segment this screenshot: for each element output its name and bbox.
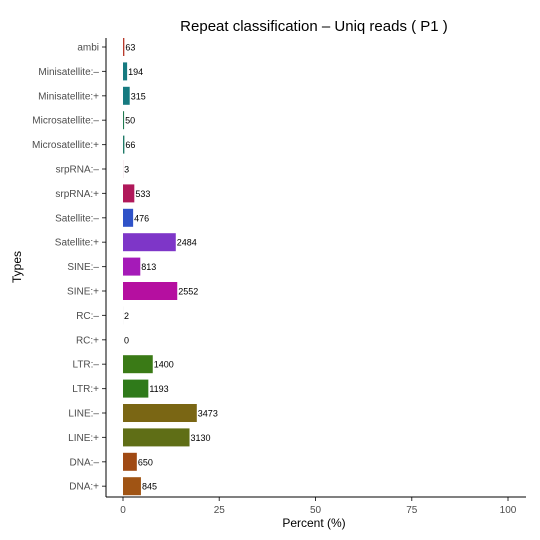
bar-9 [123, 257, 141, 276]
data-label-15: 3473 [198, 409, 218, 419]
data-label-9: 813 [141, 262, 156, 272]
bar-7 [123, 208, 134, 227]
y-tick-label-4: Microsatellite:+ [32, 140, 99, 151]
x-tick-label-4: 100 [500, 505, 517, 516]
data-label-8: 2484 [177, 238, 197, 248]
bar-13 [123, 355, 153, 374]
data-label-3: 50 [125, 116, 135, 126]
data-label-7: 476 [134, 213, 149, 223]
bars-group [123, 38, 197, 496]
bar-2 [123, 86, 130, 105]
y-tick-label-10: SINE:+ [67, 287, 99, 298]
data-label-4: 66 [125, 140, 135, 150]
data-label-17: 650 [138, 457, 153, 467]
y-tick-label-6: srpRNA:+ [55, 189, 99, 200]
chart-title: Repeat classification – Uniq reads ( P1 … [180, 18, 448, 35]
x-tick-label-1: 25 [214, 505, 226, 516]
y-axis-ticks: ambi Minisatellite:– Minisatellite:+ Micros… [32, 43, 106, 493]
data-label-16: 3130 [191, 433, 211, 443]
bar-14 [123, 379, 149, 398]
x-tick-label-3: 75 [406, 505, 418, 516]
bar-1 [123, 62, 128, 81]
y-tick-label-3: Microsatellite:– [32, 116, 99, 127]
data-label-18: 845 [142, 482, 157, 492]
y-axis-title: Types [10, 251, 24, 283]
bar-15 [123, 404, 197, 422]
y-tick-label-7: Satellite:– [55, 213, 99, 224]
y-tick-label-11: RC:– [76, 311, 99, 322]
data-label-2: 315 [131, 91, 146, 101]
data-label-11: 2 [124, 311, 129, 321]
data-label-0: 63 [125, 43, 135, 53]
bar-3 [123, 111, 125, 130]
data-label-10: 2552 [178, 287, 198, 297]
data-label-6: 533 [135, 189, 150, 199]
data-label-1: 194 [128, 67, 143, 77]
bar-6 [123, 184, 135, 203]
y-tick-label-1: Minisatellite:– [38, 67, 99, 78]
bar-16 [123, 428, 190, 447]
y-tick-label-2: Minisatellite:+ [38, 91, 99, 102]
bar-10 [123, 282, 178, 300]
y-tick-label-18: DNA:+ [69, 482, 99, 493]
bar-4 [123, 135, 125, 154]
bar-17 [123, 452, 137, 471]
y-tick-label-15: LINE:– [68, 409, 99, 420]
data-label-14: 1193 [149, 384, 168, 394]
y-tick-label-12: RC:+ [76, 335, 99, 346]
x-tick-label-2: 50 [310, 505, 322, 516]
y-tick-label-8: Satellite:+ [55, 238, 99, 249]
data-label-12: 0 [124, 335, 129, 345]
bar-0 [123, 38, 125, 56]
x-axis-title: Percent (%) [282, 516, 345, 530]
bar-8 [123, 233, 176, 252]
x-tick-label-0: 0 [120, 505, 126, 516]
y-tick-label-9: SINE:– [67, 262, 99, 273]
x-axis-ticks: 0 25 50 75 100 [120, 497, 517, 516]
y-tick-label-16: LINE:+ [68, 433, 99, 444]
y-tick-label-17: DNA:– [70, 457, 100, 468]
y-tick-label-0: ambi [77, 43, 99, 54]
y-tick-label-14: LTR:+ [72, 384, 99, 395]
data-labels-group: 63 194 315 50 66 3 533 476 2484 813 2552 2 0 1400 1193… [124, 43, 218, 492]
y-tick-label-13: LTR:– [73, 360, 100, 371]
data-label-5: 3 [124, 165, 129, 175]
y-tick-label-5: srpRNA:– [56, 165, 100, 176]
data-label-13: 1400 [154, 360, 174, 370]
bar-18 [123, 477, 141, 496]
